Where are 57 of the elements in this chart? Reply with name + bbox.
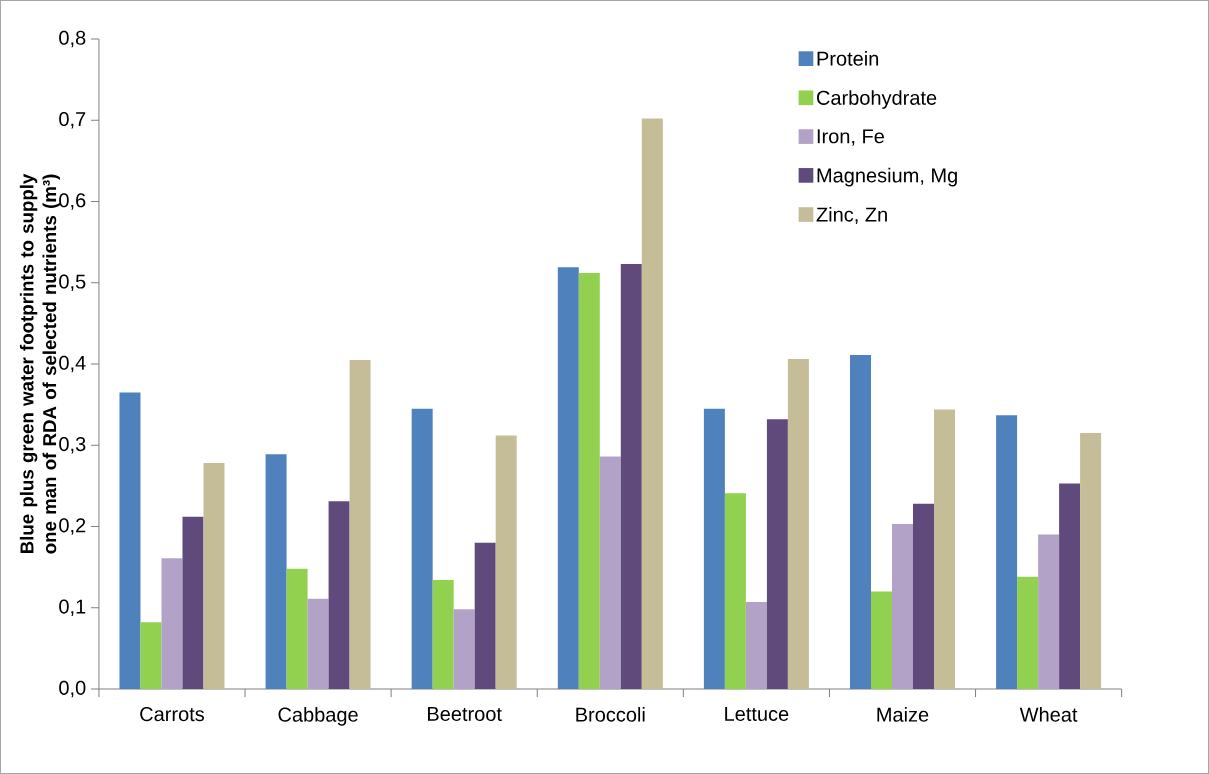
bar bbox=[892, 524, 913, 690]
bar bbox=[349, 359, 371, 690]
bar bbox=[1038, 534, 1060, 690]
bar bbox=[1080, 433, 1102, 690]
bar bbox=[849, 355, 871, 690]
bar bbox=[411, 408, 433, 690]
bar bbox=[766, 419, 788, 690]
legend-label: Iron, Fe bbox=[817, 129, 884, 146]
x-tick-label: Wheat bbox=[1019, 707, 1078, 722]
bar bbox=[913, 503, 934, 690]
bar bbox=[745, 602, 767, 690]
bar bbox=[474, 542, 496, 690]
bar bbox=[578, 272, 600, 690]
bar bbox=[996, 415, 1018, 690]
bar bbox=[140, 622, 162, 690]
y-tick-label: 0,7 bbox=[59, 111, 86, 129]
bar bbox=[787, 359, 809, 690]
y-tick-label: 0,1 bbox=[59, 599, 86, 617]
y-tick-label: 0,8 bbox=[59, 30, 86, 48]
y-tick-label: 0,5 bbox=[59, 274, 86, 291]
bar bbox=[203, 463, 225, 690]
legend-label: Magnesium, Mg bbox=[817, 167, 957, 187]
y-tick-label: 0,0 bbox=[59, 680, 86, 698]
legend-label: Carbohydrate bbox=[817, 90, 937, 109]
bar bbox=[495, 435, 517, 690]
legend-label: Zinc, Zn bbox=[816, 206, 887, 225]
bar bbox=[703, 408, 725, 690]
bar bbox=[161, 558, 183, 690]
y-tick-label: 0,3 bbox=[59, 436, 86, 454]
legend-label: Protein bbox=[817, 51, 879, 66]
bar bbox=[1017, 576, 1039, 690]
bar bbox=[724, 493, 746, 690]
x-tick-label: Cabbage bbox=[278, 707, 358, 726]
bar bbox=[307, 598, 329, 690]
x-tick-label: Maize bbox=[877, 707, 929, 722]
y-axis-title: Blue plus green water footprints to supply one man of RDA of selected nutrients (m³) bbox=[19, 173, 60, 554]
x-tick-label: Lettuce bbox=[725, 707, 789, 722]
y-tick-label: 0,6 bbox=[59, 193, 86, 210]
x-tick-label: Carrots bbox=[140, 707, 205, 722]
bar bbox=[182, 516, 204, 690]
y-tick-label: 0,4 bbox=[59, 355, 86, 373]
bar bbox=[453, 609, 475, 690]
x-tick-label: Broccoli bbox=[576, 707, 645, 722]
bar bbox=[328, 501, 350, 690]
y-tick-label: 0,2 bbox=[59, 518, 86, 535]
bar bbox=[870, 591, 892, 690]
bar bbox=[641, 118, 663, 690]
bar bbox=[599, 456, 621, 690]
bar bbox=[934, 409, 955, 690]
x-tick-label: Beetroot bbox=[428, 707, 502, 722]
bar bbox=[620, 264, 642, 690]
bar bbox=[557, 267, 579, 690]
bar bbox=[265, 454, 287, 690]
bar bbox=[1059, 483, 1081, 690]
bar bbox=[119, 392, 141, 690]
bar bbox=[286, 568, 308, 690]
bar bbox=[432, 580, 454, 690]
